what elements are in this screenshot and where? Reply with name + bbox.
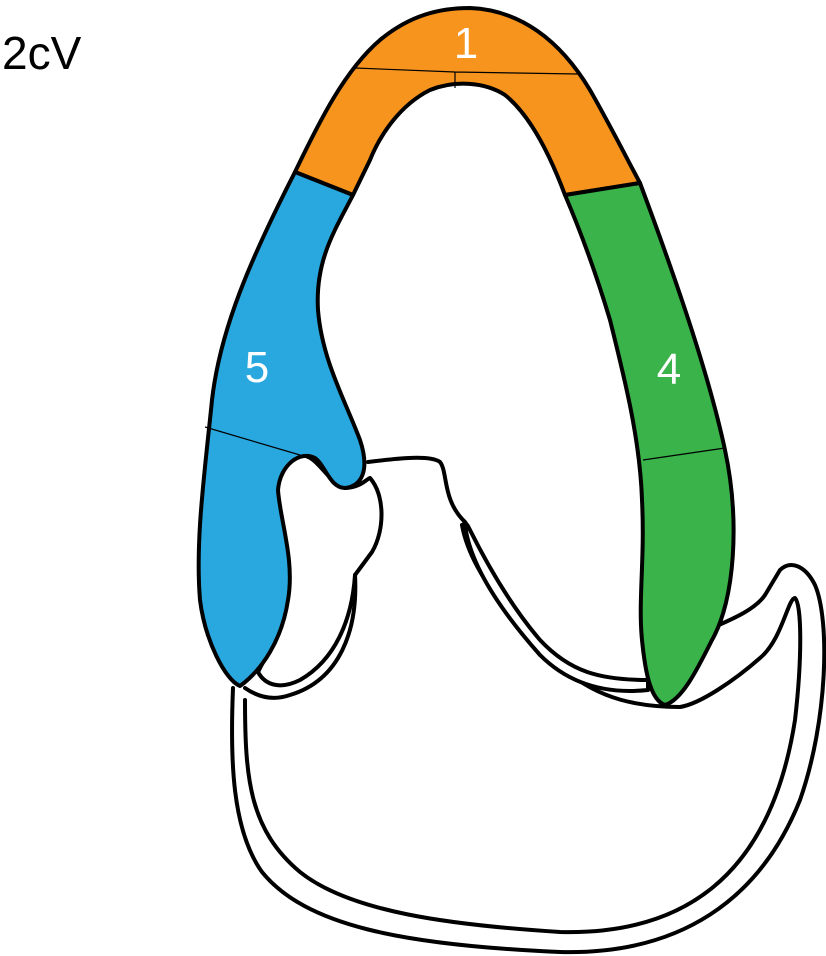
apical-divider-line	[354, 67, 579, 88]
segment-1-label: 1	[454, 19, 478, 68]
segment-4-label: 4	[657, 345, 681, 394]
posterior-mitral-leaflet	[462, 520, 650, 693]
segment-4-inferior	[563, 181, 736, 707]
view-label: 2cV	[2, 27, 82, 79]
left-atrium-inner-wall	[243, 523, 803, 935]
segment-5-anterior	[196, 170, 367, 688]
anterior-leaflet-outer	[243, 573, 358, 700]
inferior-divider-line	[642, 447, 726, 461]
segment-5-label: 5	[245, 343, 269, 392]
anterior-divider-line	[204, 426, 301, 456]
mitral-annulus-wall	[366, 455, 467, 524]
segment-1-apical	[293, 6, 642, 197]
